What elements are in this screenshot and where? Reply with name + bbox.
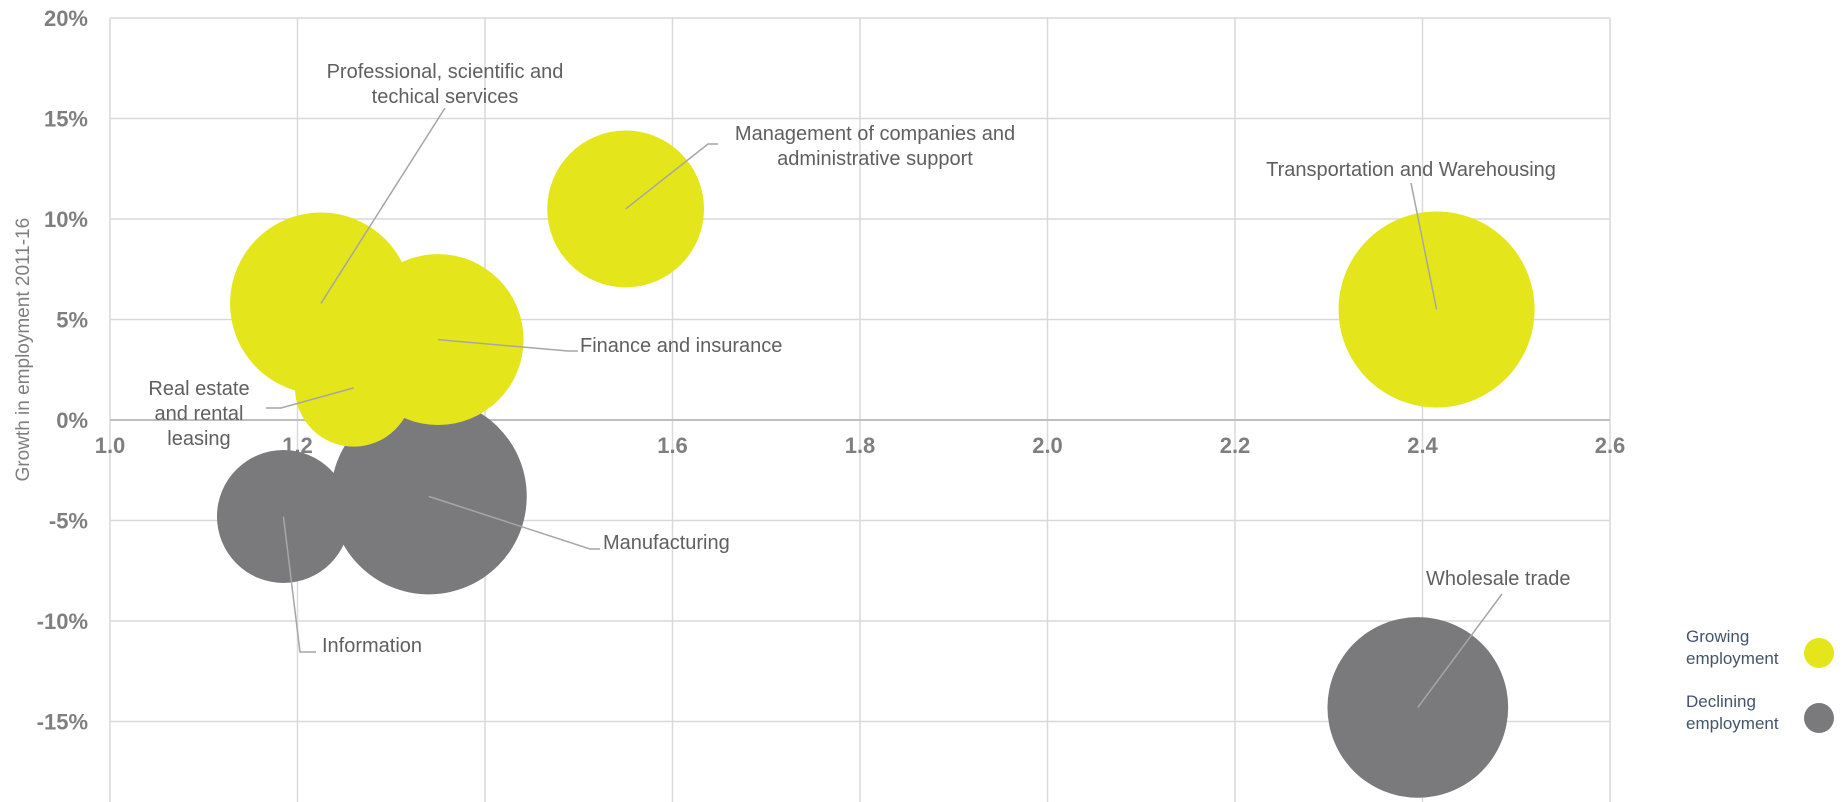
leader-line (1417, 593, 1503, 708)
bubble-label: Real estate (148, 378, 249, 400)
y-tick-label: 0% (56, 408, 88, 433)
x-tick-label: 2.0 (1032, 433, 1063, 458)
bubble-label: Professional, scientific and (327, 61, 564, 83)
y-tick-label: -15% (37, 710, 88, 735)
leader-line (320, 107, 446, 304)
legend: Growing employment Declining employment (1686, 627, 1834, 733)
bubble-label: Finance and insurance (580, 335, 782, 357)
bubble-label: Management of companies and (735, 123, 1015, 145)
legend-label: Declining (1686, 692, 1756, 711)
legend-label: employment (1686, 714, 1779, 733)
legend-swatch-growing (1804, 638, 1834, 668)
x-tick-label: 1.8 (845, 433, 876, 458)
y-tick-label: -10% (37, 609, 88, 634)
bubble-label: administrative support (777, 148, 973, 170)
leader-line (625, 143, 718, 210)
y-tick-label: -5% (49, 509, 88, 534)
leader-line (438, 338, 578, 352)
bubble-declining (1327, 617, 1509, 798)
leader-line (282, 516, 316, 653)
bubble-label: Transportation and Warehousing (1266, 159, 1556, 181)
axes: 20%15%10%5%0%-5%-10%-15%-20%1.01.21.41.6… (13, 6, 1626, 735)
x-tick-label: 1.6 (657, 433, 688, 458)
bubble-label: Information (322, 635, 422, 657)
bubble-labels: Professional, scientific and techical ser… (148, 61, 1570, 657)
x-tick-label: 1.0 (95, 433, 126, 458)
bubble-label: Manufacturing (603, 532, 730, 554)
y-tick-label: 10% (44, 207, 88, 232)
x-tick-label: 2.2 (1220, 433, 1251, 458)
bubble-label: and rental (155, 403, 244, 425)
leader-line (428, 495, 600, 550)
legend-label: employment (1686, 649, 1779, 668)
legend-swatch-declining (1804, 703, 1834, 733)
leader-line (266, 387, 354, 409)
bubbles (216, 130, 1535, 798)
bubble-label: leasing (167, 428, 230, 450)
leader-lines (266, 107, 1503, 708)
y-tick-label: 5% (56, 308, 88, 333)
legend-label: Growing (1686, 627, 1749, 646)
x-tick-label: 2.4 (1407, 433, 1438, 458)
y-tick-label: 15% (44, 107, 88, 132)
y-tick-label: 20% (44, 6, 88, 31)
bubble-label: techical services (372, 86, 519, 108)
leader-line (1410, 182, 1438, 310)
bubble-label: Wholesale trade (1426, 568, 1571, 590)
x-tick-label: 2.6 (1595, 433, 1626, 458)
y-axis-title: Growth in employment 2011-16 (13, 218, 34, 482)
